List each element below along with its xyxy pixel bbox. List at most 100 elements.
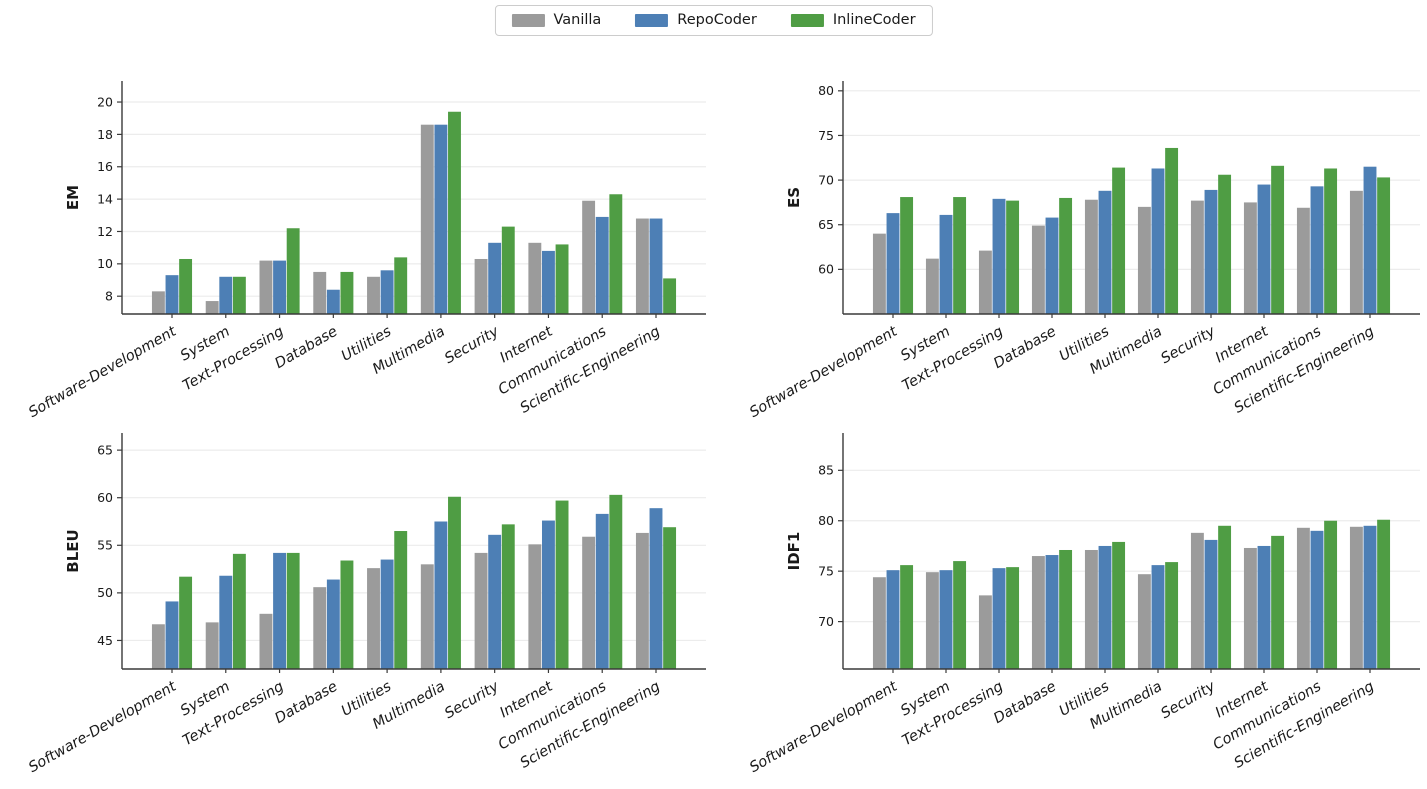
bar-inlinecoder-utilities: [394, 531, 408, 669]
vanilla-swatch-icon: [511, 13, 545, 27]
y-tick-label: 10: [97, 256, 113, 271]
bar-repocoder-system: [219, 575, 233, 669]
y-tick-label: 55: [97, 538, 113, 553]
bar-inlinecoder-system: [232, 276, 246, 314]
bar-vanilla-text-processing: [259, 613, 273, 669]
bar-repocoder-internet: [1257, 545, 1271, 669]
bar-inlinecoder-utilities: [394, 257, 408, 314]
chart-bleu: 4550556065BLEUSoftware-DevelopmentSystem…: [26, 433, 706, 776]
bar-vanilla-database: [313, 587, 327, 669]
bar-inlinecoder-multimedia: [448, 496, 461, 669]
bar-repocoder-utilities: [1098, 545, 1112, 669]
bar-repocoder-communications: [595, 513, 609, 669]
bar-vanilla-scientific-engineering: [635, 218, 649, 314]
bar-repocoder-system: [219, 276, 233, 314]
bar-vanilla-system: [925, 258, 939, 314]
y-axis-title: BLEU: [64, 529, 82, 572]
bar-vanilla-database: [1031, 225, 1045, 314]
legend-label: RepoCoder: [677, 12, 757, 28]
bar-repocoder-communications: [1310, 186, 1324, 314]
y-tick-label: 14: [97, 191, 113, 206]
bar-vanilla-multimedia: [420, 564, 434, 669]
bar-repocoder-software-development: [165, 601, 179, 669]
bar-repocoder-scientific-engineering: [1363, 525, 1377, 669]
bar-repocoder-internet: [541, 250, 555, 314]
y-tick-label: 60: [97, 490, 113, 505]
x-tick-label: Security: [1158, 678, 1218, 722]
y-tick-label: 12: [97, 224, 113, 239]
bar-vanilla-internet: [1243, 547, 1257, 669]
bar-repocoder-scientific-engineering: [1363, 166, 1377, 314]
bar-inlinecoder-utilities: [1112, 541, 1126, 669]
legend-label: Vanilla: [553, 12, 602, 28]
y-tick-label: 20: [97, 94, 113, 109]
bar-repocoder-internet: [541, 520, 555, 669]
y-tick-label: 70: [818, 172, 834, 187]
bar-inlinecoder-text-processing: [286, 228, 300, 314]
legend: Vanilla RepoCoder InlineCoder: [494, 5, 933, 36]
chart-es: 6065707580ESSoftware-DevelopmentSystemTe…: [747, 81, 1420, 421]
bar-repocoder-text-processing: [273, 260, 287, 314]
bar-inlinecoder-communications: [609, 194, 623, 314]
bar-vanilla-communications: [582, 200, 596, 314]
bar-vanilla-system: [205, 301, 219, 314]
bar-inlinecoder-database: [1059, 197, 1073, 314]
x-tick-label: Text-Processing: [180, 324, 286, 395]
x-tick-label: Text-Processing: [180, 679, 286, 750]
inlinecoder-swatch-icon: [790, 13, 824, 27]
chart-em: 8101214161820EMSoftware-DevelopmentSyste…: [26, 81, 706, 421]
bar-inlinecoder-internet: [1271, 535, 1285, 669]
bar-inlinecoder-database: [340, 560, 354, 669]
bar-inlinecoder-internet: [1271, 165, 1285, 314]
bar-vanilla-internet: [528, 242, 542, 314]
bar-repocoder-software-development: [165, 275, 179, 314]
bar-vanilla-utilities: [367, 568, 380, 669]
bar-repocoder-text-processing: [992, 198, 1006, 314]
y-axis-title: IDF1: [785, 532, 803, 571]
bar-inlinecoder-security: [1218, 525, 1232, 669]
bar-inlinecoder-scientific-engineering: [663, 278, 677, 314]
y-tick-label: 16: [97, 159, 113, 174]
y-axis-title: EM: [64, 185, 82, 210]
bar-inlinecoder-scientific-engineering: [1377, 519, 1391, 669]
bar-inlinecoder-multimedia: [448, 111, 461, 314]
bar-inlinecoder-internet: [555, 244, 569, 314]
bar-inlinecoder-system: [953, 561, 967, 669]
repocoder-swatch-icon: [635, 13, 669, 27]
bar-vanilla-internet: [1243, 202, 1257, 314]
bar-inlinecoder-system: [953, 197, 967, 314]
bar-inlinecoder-utilities: [1112, 167, 1126, 314]
y-tick-label: 80: [818, 83, 834, 98]
bar-vanilla-system: [925, 572, 939, 669]
bar-repocoder-text-processing: [273, 552, 287, 669]
bar-inlinecoder-internet: [555, 500, 569, 669]
bar-repocoder-security: [488, 242, 502, 314]
bar-repocoder-security: [1204, 539, 1218, 669]
bar-repocoder-multimedia: [1151, 565, 1165, 669]
bar-inlinecoder-text-processing: [1006, 200, 1020, 314]
x-tick-label: Software-Development: [26, 323, 180, 421]
y-tick-label: 75: [818, 564, 834, 579]
x-tick-label: Software-Development: [26, 678, 180, 776]
legend-item-vanilla: Vanilla: [511, 13, 601, 28]
bar-repocoder-system: [939, 214, 953, 314]
bar-vanilla-scientific-engineering: [635, 532, 649, 669]
bar-repocoder-database: [1045, 555, 1059, 669]
bar-repocoder-database: [326, 289, 340, 314]
bar-repocoder-multimedia: [434, 124, 448, 314]
y-tick-label: 85: [818, 463, 834, 478]
bar-repocoder-text-processing: [992, 568, 1006, 669]
bar-vanilla-scientific-engineering: [1349, 526, 1363, 669]
y-tick-label: 65: [818, 217, 834, 232]
bar-vanilla-multimedia: [420, 124, 434, 314]
bar-vanilla-internet: [528, 544, 542, 669]
bar-inlinecoder-multimedia: [1165, 147, 1179, 314]
bar-vanilla-system: [205, 622, 219, 669]
legend-label: InlineCoder: [832, 12, 916, 28]
bar-inlinecoder-security: [501, 524, 515, 669]
bar-repocoder-database: [1045, 217, 1059, 314]
bar-repocoder-software-development: [886, 570, 900, 669]
bar-vanilla-software-development: [872, 577, 886, 669]
bar-inlinecoder-scientific-engineering: [1377, 177, 1391, 314]
